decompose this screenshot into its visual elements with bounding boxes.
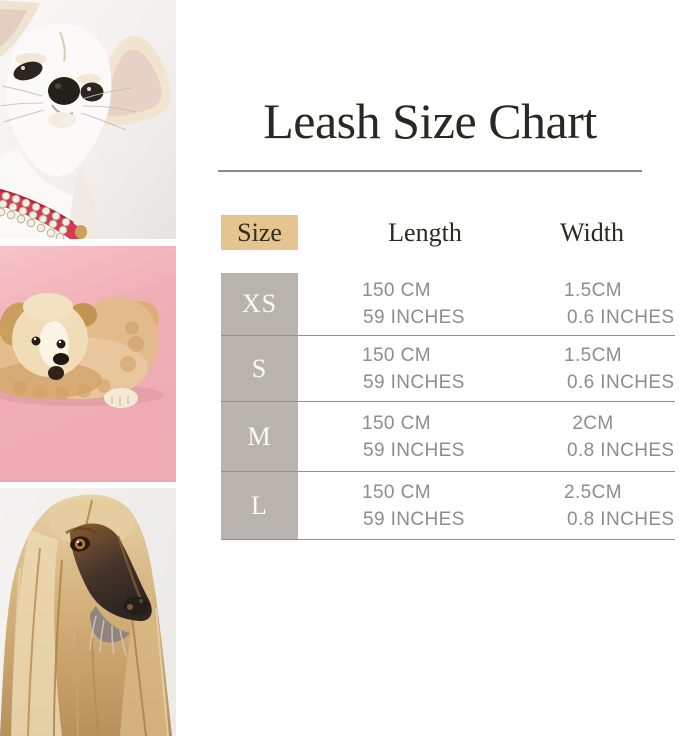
width-cell-l: 2.5CM 0.8 INCHES	[540, 479, 675, 533]
length-cell-s: 150 CM 59 INCHES	[362, 342, 465, 396]
length-cell-l: 150 CM 59 INCHES	[362, 479, 465, 533]
puppy-illustration	[0, 246, 176, 482]
width-cell-s: 1.5CM 0.6 INCHES	[540, 342, 675, 396]
length-inches-value: 59 INCHES	[363, 508, 465, 530]
length-cm-value: 150 CM	[362, 280, 431, 301]
length-cm-value: 150 CM	[362, 481, 431, 503]
puppy-photo	[0, 246, 176, 482]
width-cm-value: 2.5CM	[564, 481, 622, 503]
column-header-width: Width	[560, 217, 624, 247]
size-chart-table: XS 150 CM 59 INCHES 1.5CM 0.6 INCHES S 1…	[221, 273, 675, 540]
size-label-s: S	[221, 336, 298, 401]
table-row-s: S 150 CM 59 INCHES 1.5CM 0.6 INCHES	[221, 336, 675, 402]
length-cm-value: 150 CM	[362, 412, 431, 434]
length-cm-value: 150 CM	[362, 344, 431, 366]
title-divider	[218, 170, 642, 172]
length-cell-m: 150 CM 59 INCHES	[362, 410, 465, 464]
table-row-m: M 150 CM 59 INCHES 2CM 0.8 INCHES	[221, 402, 675, 472]
width-inches-value: 0.8 INCHES	[567, 439, 675, 461]
afghan-hound-photo	[0, 488, 176, 736]
width-cm-value: 2CM	[572, 412, 614, 434]
size-label-m: M	[221, 402, 298, 471]
chihuahua-photo	[0, 0, 176, 239]
table-row-l: L 150 CM 59 INCHES 2.5CM 0.8 INCHES	[221, 472, 675, 540]
length-inches-value: 59 INCHES	[363, 307, 465, 328]
width-cm-value: 1.5CM	[564, 280, 622, 301]
size-label-l: L	[221, 472, 298, 539]
page-title: Leash Size Chart	[263, 93, 597, 149]
width-inches-value: 0.8 INCHES	[567, 508, 675, 530]
size-label-xs: XS	[221, 273, 298, 335]
afghan-hound-illustration	[0, 488, 176, 736]
length-cell-xs: 150 CM 59 INCHES	[362, 277, 465, 331]
width-inches-value: 0.6 INCHES	[567, 371, 675, 393]
length-inches-value: 59 INCHES	[363, 439, 465, 461]
width-cell-m: 2CM 0.8 INCHES	[540, 410, 675, 464]
chihuahua-illustration	[0, 0, 176, 239]
size-chart-header: Size Length Width	[221, 215, 675, 250]
column-header-length: Length	[388, 217, 462, 247]
width-inches-value: 0.6 INCHES	[567, 307, 675, 328]
width-cm-value: 1.5CM	[564, 344, 622, 366]
width-cell-xs: 1.5CM 0.6 INCHES	[540, 277, 675, 331]
column-header-size: Size	[221, 215, 298, 250]
length-inches-value: 59 INCHES	[363, 371, 465, 393]
table-row-xs: XS 150 CM 59 INCHES 1.5CM 0.6 INCHES	[221, 273, 675, 336]
